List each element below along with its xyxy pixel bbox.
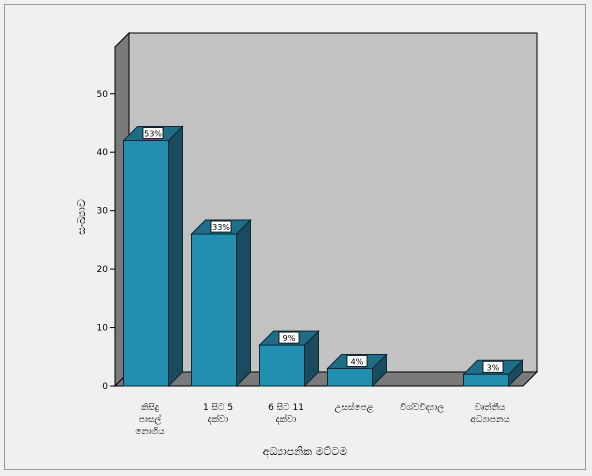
chart-frame: 0 10 20 30 40 50 53% කිසිදු පාසල් නොගිය 33% 1 සිට 5…	[4, 4, 586, 470]
data-label: 33%	[212, 223, 230, 232]
y-tick-label: 50	[97, 90, 109, 100]
category-label: 6 සිට 11 දක්වා	[268, 402, 304, 425]
data-label: 4%	[351, 357, 364, 366]
bar	[259, 344, 305, 387]
data-label: 9%	[283, 334, 296, 343]
category-label: උසස්පෙළ	[335, 402, 374, 413]
data-label-box	[482, 360, 504, 373]
data-label-box	[142, 127, 164, 139]
category-label: වෘත්තීය අධ්‍යාපනය	[470, 402, 510, 425]
data-label-box	[346, 355, 368, 367]
bar	[191, 233, 237, 387]
y-tick-label: 10	[97, 324, 109, 334]
bar-chart: 0 10 20 30 40 50 53% කිසිදු පාසල් නොගිය 33% 1 සිට 5…	[75, 31, 539, 459]
data-label-box	[210, 220, 232, 233]
x-axis-title: අධ්‍යාපනික මට්ටම	[263, 445, 348, 459]
y-tick-label: 40	[97, 148, 109, 158]
bar-side	[236, 218, 251, 388]
data-label: 53%	[144, 130, 162, 139]
data-label: 3%	[487, 363, 500, 372]
category-label: විශ්වවිද්‍යාල	[400, 402, 444, 413]
y-tick-label: 30	[97, 207, 109, 217]
y-tick-label: 20	[97, 265, 109, 275]
data-label-box	[278, 331, 300, 344]
bar	[327, 367, 373, 387]
bar-side	[168, 125, 183, 388]
category-label: 1 සිට 5 දක්වා	[203, 402, 233, 425]
bar	[463, 373, 509, 387]
bar	[123, 140, 169, 387]
y-tick-label: 0	[102, 382, 108, 392]
back-wall	[128, 32, 538, 373]
y-axis-title: සංඛ්‍යාව	[75, 199, 88, 235]
category-label: කිසිදු පාසල් නොගිය	[135, 402, 165, 437]
